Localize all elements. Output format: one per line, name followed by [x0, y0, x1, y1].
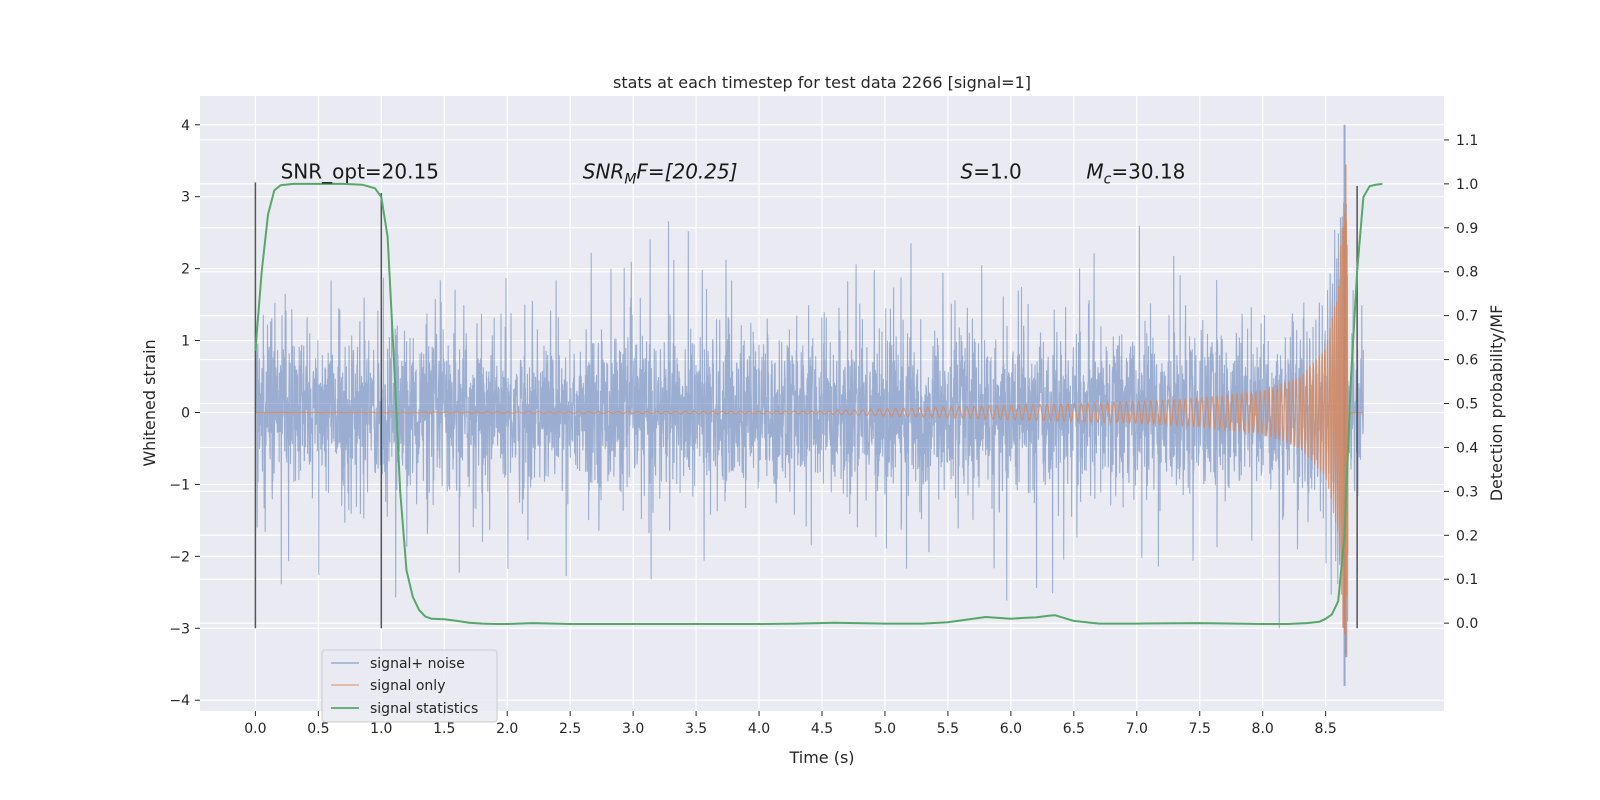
x-tick-label-3: 1.5 — [433, 721, 455, 737]
y-right-tick-label-7: 0.7 — [1456, 309, 1478, 325]
chart-title: stats at each timestep for test data 226… — [613, 73, 1031, 92]
y-tick-label-4: 0 — [181, 405, 190, 421]
legend-label-signal-noise: signal+ noise — [370, 656, 465, 672]
y-tick-label-0: −4 — [169, 693, 190, 709]
y-tick-label-8: 4 — [181, 118, 190, 134]
y-right-tick-label-0: 0.0 — [1456, 616, 1478, 632]
x-tick-label-15: 7.5 — [1189, 721, 1211, 737]
y-tick-label-6: 2 — [181, 262, 190, 278]
annotations: SNR_opt=20.15 SNRMF=[20.25] S=1.0 Mc=30.18 — [281, 160, 1186, 188]
legend-label-signal-only: signal only — [370, 678, 445, 694]
x-tick-label-12: 6.0 — [1000, 721, 1022, 737]
x-tick-label-1: 0.5 — [307, 721, 329, 737]
x-tick-label-10: 5.0 — [874, 721, 896, 737]
y-tick-label-7: 3 — [181, 190, 190, 206]
signal-only-series — [255, 164, 1364, 658]
y-tick-label-5: 1 — [181, 334, 190, 350]
x-tick-label-16: 8.0 — [1252, 721, 1274, 737]
y-right-tick-label-11: 1.1 — [1456, 133, 1478, 149]
y-right-tick-label-2: 0.2 — [1456, 528, 1478, 544]
y-tick-label-2: −2 — [169, 549, 190, 565]
signal-statistics-line — [254, 182, 1383, 625]
signal-statistics-series — [254, 182, 1383, 625]
x-tick-label-5: 2.5 — [559, 721, 581, 737]
legend-label-signal-statistics: signal statistics — [370, 701, 478, 717]
y-right-tick-label-5: 0.5 — [1456, 397, 1478, 413]
legend-box — [321, 649, 498, 723]
signal-only-line — [255, 202, 1364, 635]
x-tick-label-9: 4.5 — [811, 721, 833, 737]
y-right-tick-label-9: 0.9 — [1456, 221, 1478, 237]
signal-noise-line — [254, 203, 1364, 658]
x-tick-label-11: 5.5 — [937, 721, 959, 737]
legend: signal+ noise signal only signal statist… — [321, 649, 498, 723]
y-right-tick-label-8: 0.8 — [1456, 265, 1478, 281]
y-right-tick-label-1: 0.1 — [1456, 572, 1478, 588]
annotation-s: S=1.0 — [961, 160, 1022, 184]
y-right-axis-label: Detection probability/MF — [1487, 305, 1506, 502]
x-tick-label-13: 6.5 — [1063, 721, 1085, 737]
y-tick-label-3: −1 — [169, 477, 190, 493]
annotation-snr-mf: SNRMF=[20.25] — [583, 160, 738, 188]
x-tick-label-6: 3.0 — [622, 721, 644, 737]
x-tick-label-2: 1.0 — [370, 721, 392, 737]
annotation-mc: Mc=30.18 — [1086, 160, 1185, 188]
y-right-tick-label-10: 1.0 — [1456, 177, 1478, 193]
x-tick-label-7: 3.5 — [685, 721, 707, 737]
y-tick-label-1: −3 — [169, 621, 190, 637]
x-axis-ticks: 0.0 0.5 1.0 1.5 2.0 2.5 3.0 3.5 4.0 4.5 5.0 5.5 6.0 6… — [244, 711, 1337, 737]
x-tick-label-17: 8.5 — [1315, 721, 1337, 737]
x-tick-label-4: 2.0 — [496, 721, 518, 737]
x-tick-label-8: 4.0 — [748, 721, 770, 737]
annotation-snr-opt: SNR_opt=20.15 — [281, 160, 439, 184]
y-right-tick-label-3: 0.3 — [1456, 484, 1478, 500]
x-axis-label: Time (s) — [788, 748, 854, 767]
y-right-axis-ticks: 0.0 0.1 0.2 0.3 0.4 0.5 0.6 0.7 0.8 0.9 1.0 1.1 — [1444, 133, 1478, 632]
x-tick-label-0: 0.0 — [244, 721, 266, 737]
y-right-tick-label-4: 0.4 — [1456, 440, 1478, 456]
y-axis-ticks: −4 −3 −2 −1 0 1 2 3 4 — [169, 118, 200, 709]
y-right-tick-label-6: 0.6 — [1456, 353, 1478, 369]
x-tick-label-14: 7.0 — [1126, 721, 1148, 737]
y-axis-label: Whitened strain — [140, 339, 159, 466]
